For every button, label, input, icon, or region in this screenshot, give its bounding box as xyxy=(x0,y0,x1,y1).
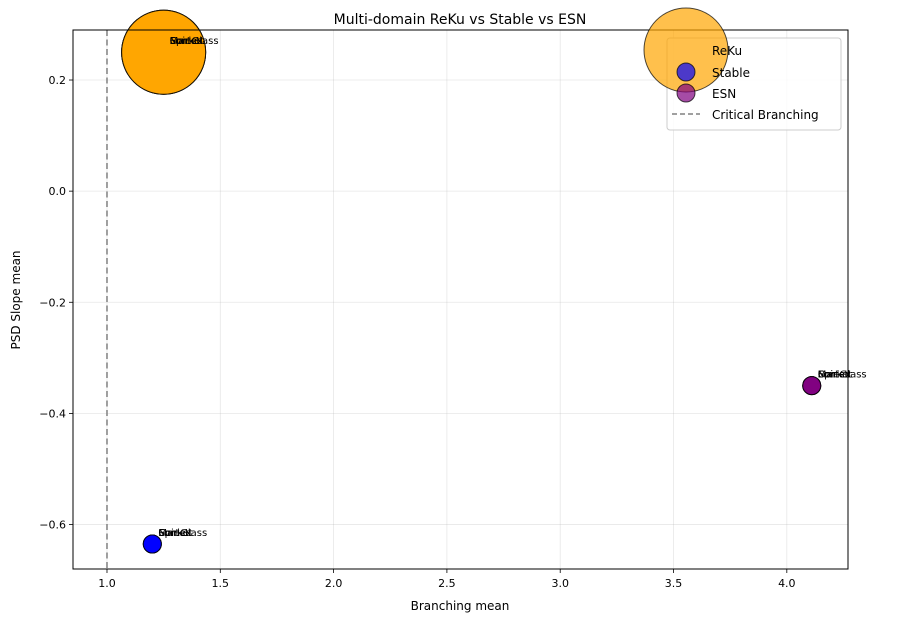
legend-item-stable: Stable xyxy=(676,62,750,82)
grid xyxy=(73,30,848,569)
plot-frame xyxy=(72,29,849,570)
y-tick-label: 0.2 xyxy=(49,74,67,87)
legend-item-esn: ESN xyxy=(676,83,736,103)
x-tick-label: 3.5 xyxy=(665,577,683,590)
data-point-esn xyxy=(802,376,822,396)
legend-item-critical-branching: Critical Branching xyxy=(672,108,819,122)
plot-area: SpinGlassCortexMarketForestSpinGlassCort… xyxy=(72,9,867,570)
point-label-stable: Forest xyxy=(158,528,189,539)
legend-marker-stable xyxy=(676,62,696,82)
point-label-esn: Cortex xyxy=(818,370,851,381)
x-tick-label: 1.5 xyxy=(212,577,230,590)
point-label-esn: SpinGlass xyxy=(818,370,867,381)
data-points xyxy=(121,9,822,554)
legend-label-esn: ESN xyxy=(712,87,736,101)
y-tick-label: −0.4 xyxy=(39,407,66,420)
y-axis-ticks: 0.2 0.0 −0.2 −0.4 −0.6 xyxy=(39,74,73,532)
y-tick-label: −0.6 xyxy=(39,519,66,532)
legend-label-stable: Stable xyxy=(712,66,750,80)
legend-marker-esn xyxy=(676,83,696,103)
x-tick-label: 2.0 xyxy=(325,577,343,590)
y-axis-label: PSD Slope mean xyxy=(9,250,23,349)
x-axis-label: Branching mean xyxy=(411,599,510,613)
legend-label-reku: ReKu xyxy=(712,44,742,58)
point-label-esn: Forest xyxy=(818,370,849,381)
x-tick-label: 2.5 xyxy=(438,577,456,590)
point-label-stable: Market xyxy=(158,528,192,539)
point-label-reku: Market xyxy=(170,36,204,47)
point-label-stable: SpinGlass xyxy=(158,528,207,539)
point-label-reku: Forest xyxy=(170,36,201,47)
point-label-stable: Cortex xyxy=(158,528,191,539)
legend-label-critical-branching: Critical Branching xyxy=(712,108,819,122)
point-labels: SpinGlassCortexMarketForestSpinGlassCort… xyxy=(158,36,866,539)
legend: ReKu Stable ESN Critical Branching xyxy=(643,7,842,131)
point-label-reku: Cortex xyxy=(170,36,203,47)
x-tick-label: 1.0 xyxy=(98,577,116,590)
point-label-esn: Market xyxy=(818,370,852,381)
x-tick-label: 3.0 xyxy=(551,577,569,590)
x-axis-ticks: 1.0 1.5 2.0 2.5 3.0 3.5 4.0 xyxy=(98,569,796,590)
y-tick-label: 0.0 xyxy=(49,185,67,198)
x-tick-label: 4.0 xyxy=(778,577,796,590)
legend-item-reku: ReKu xyxy=(643,7,742,93)
point-label-reku: SpinGlass xyxy=(170,36,219,47)
data-point-stable xyxy=(142,534,162,554)
y-tick-label: −0.2 xyxy=(39,296,66,309)
chart-title: Multi-domain ReKu vs Stable vs ESN xyxy=(334,12,587,28)
data-point-reku xyxy=(121,9,207,95)
